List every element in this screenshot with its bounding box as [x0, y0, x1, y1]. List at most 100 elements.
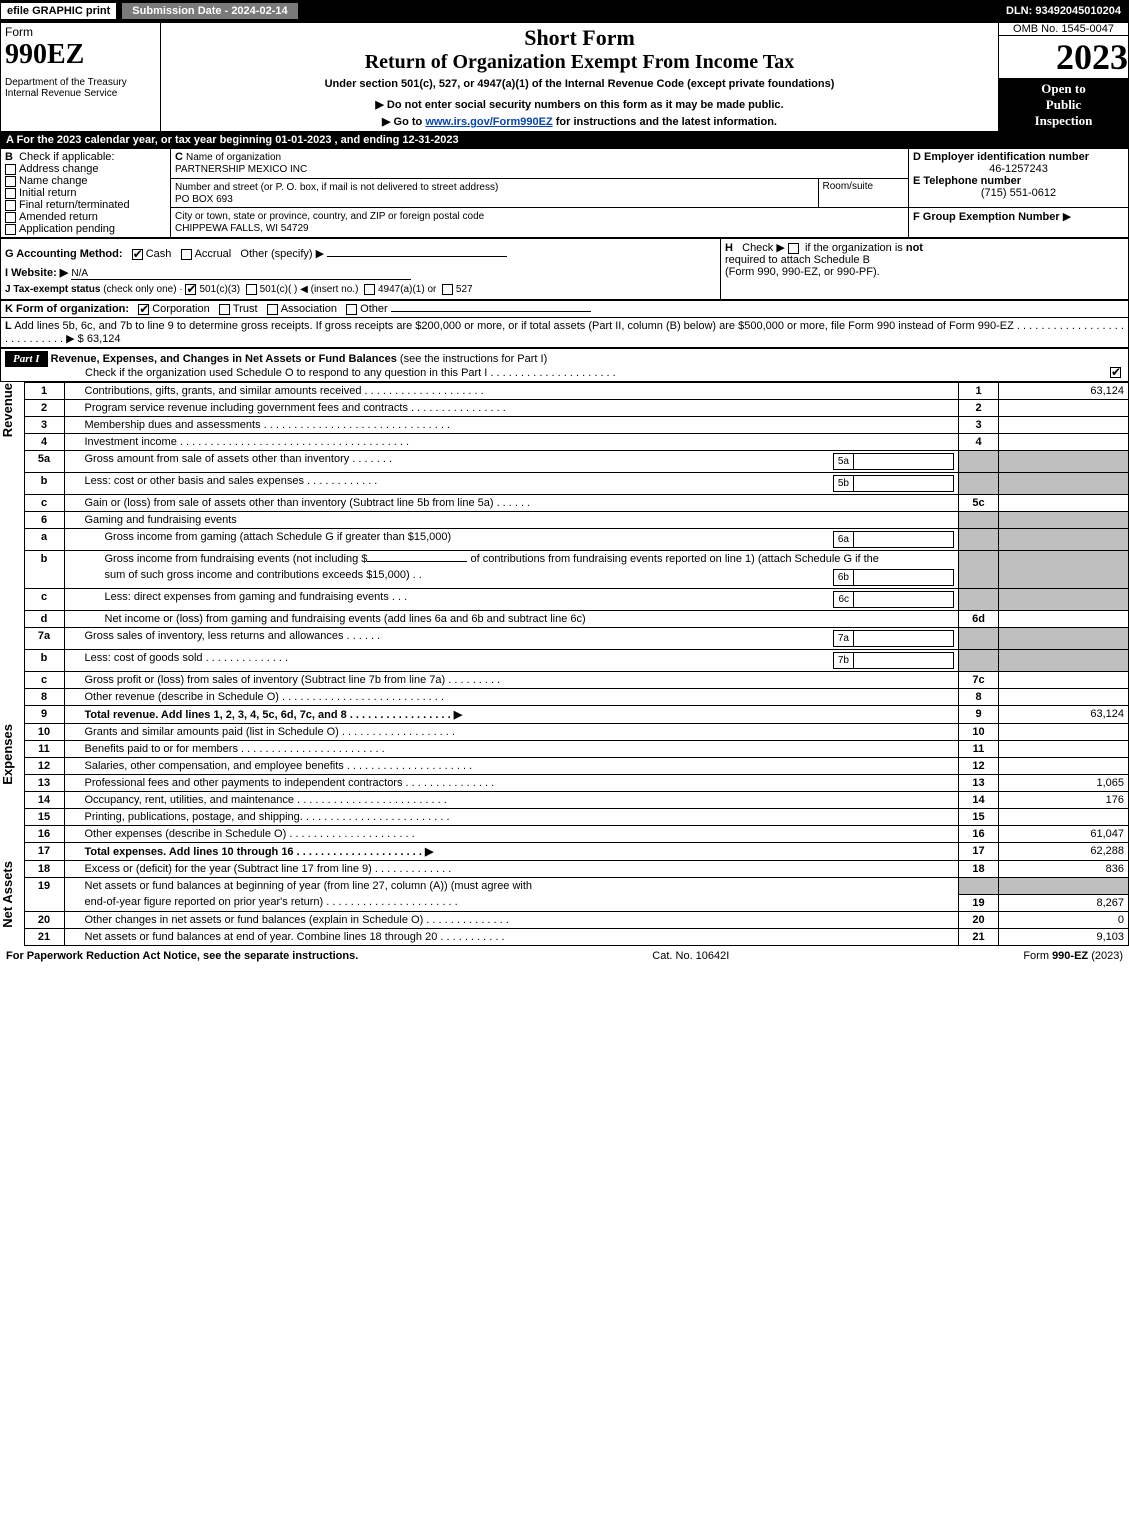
cb-k-other[interactable]: [346, 304, 357, 315]
part1-dots: . . . . . . . . . . . . . . . . . . . . …: [490, 367, 615, 379]
l14-num: 14: [24, 792, 64, 809]
i-label: I Website: ▶: [5, 267, 68, 279]
l12-num: 12: [24, 758, 64, 775]
l11-desc: Benefits paid to or for members . . . . …: [64, 741, 959, 758]
pra-notice: For Paperwork Reduction Act Notice, see …: [6, 950, 358, 962]
lbl-amended: Amended return: [19, 211, 98, 223]
l5a-num: 5a: [24, 451, 64, 473]
return-title: Return of Organization Exempt From Incom…: [165, 51, 994, 74]
l16-amt: 61,047: [999, 826, 1129, 843]
open-to-public: Open to Public Inspection: [999, 79, 1129, 132]
k-l-block: K Form of organization: Corporation Trus…: [0, 300, 1129, 348]
line-5c: cGain or (loss) from sale of assets othe…: [0, 495, 1129, 512]
f-year: (2023): [1088, 950, 1123, 962]
cb-trust[interactable]: [219, 304, 230, 315]
footer: For Paperwork Reduction Act Notice, see …: [0, 946, 1129, 966]
e-label: E Telephone number: [913, 175, 1021, 187]
cb-cash[interactable]: [132, 249, 143, 260]
line-12: 12Salaries, other compensation, and empl…: [0, 758, 1129, 775]
other-specify-line[interactable]: [327, 256, 507, 257]
city-value: CHIPPEWA FALLS, WI 54729: [175, 223, 309, 234]
l1-num: 1: [24, 383, 64, 400]
l7c-amt: [999, 672, 1129, 689]
l-text: Add lines 5b, 6c, and 7b to line 9 to de…: [14, 320, 1014, 332]
l15-rn: 15: [959, 809, 999, 826]
l18-rn: 18: [959, 861, 999, 878]
efile-print-label[interactable]: efile GRAPHIC print: [0, 2, 117, 20]
k-other-line[interactable]: [391, 311, 591, 312]
line-5b: bLess: cost or other basis and sales exp…: [0, 473, 1129, 495]
dept-treasury: Department of the Treasury: [5, 77, 156, 88]
l6-rn-shaded: [959, 512, 999, 529]
l-amount: $ 63,124: [78, 333, 121, 345]
cb-501c[interactable]: [246, 284, 257, 295]
g-h-block: G Accounting Method: Cash Accrual Other …: [0, 238, 1129, 300]
h-letter: H: [725, 242, 733, 254]
cb-527[interactable]: [442, 284, 453, 295]
l6c-desc: Less: direct expenses from gaming and fu…: [64, 589, 959, 611]
cb-schedule-o[interactable]: [1110, 367, 1121, 378]
lbl-corp: Corporation: [152, 303, 209, 315]
c-name-label: Name of organization: [186, 152, 281, 163]
l7b-num: b: [24, 650, 64, 672]
l10-desc: Grants and similar amounts paid (list in…: [64, 724, 959, 741]
cb-initial-return[interactable]: [5, 188, 16, 199]
lbl-name-change: Name change: [19, 175, 88, 187]
l6c-num: c: [24, 589, 64, 611]
l6b-blank[interactable]: [367, 561, 467, 562]
irs-link[interactable]: www.irs.gov/Form990EZ: [425, 116, 552, 128]
line-6d: dNet income or (loss) from gaming and fu…: [0, 611, 1129, 628]
l5b-amt-shaded: [999, 473, 1129, 495]
l9-amt: 63,124: [999, 706, 1129, 724]
l7a-rn-shaded: [959, 628, 999, 650]
l19-rn: 19: [959, 894, 999, 911]
line-17: 17Total expenses. Add lines 10 through 1…: [0, 843, 1129, 861]
open-l1: Open to: [1003, 81, 1124, 97]
l5a-desc: Gross amount from sale of assets other t…: [64, 451, 959, 473]
l4-desc: Investment income . . . . . . . . . . . …: [64, 434, 959, 451]
l6d-desc: Net income or (loss) from gaming and fun…: [64, 611, 959, 628]
line-6a: aGross income from gaming (attach Schedu…: [0, 529, 1129, 551]
l6a-amt-shaded: [999, 529, 1129, 551]
cb-name-change[interactable]: [5, 176, 16, 187]
cb-accrual[interactable]: [181, 249, 192, 260]
line-6b-1: bGross income from fundraising events (n…: [0, 551, 1129, 568]
l6b-rn-shaded: [959, 551, 999, 589]
l12-amt: [999, 758, 1129, 775]
box-c-city: City or town, state or province, country…: [171, 208, 909, 238]
info-block: B Check if applicable: Address change Na…: [0, 148, 1129, 238]
box-d-e: D Employer identification number 46-1257…: [909, 149, 1129, 208]
cb-amended[interactable]: [5, 212, 16, 223]
line-20: 20Other changes in net assets or fund ba…: [0, 911, 1129, 928]
cb-address-change[interactable]: [5, 164, 16, 175]
line-5a: 5aGross amount from sale of assets other…: [0, 451, 1129, 473]
cb-assoc[interactable]: [267, 304, 278, 315]
line-19a: 19Net assets or fund balances at beginni…: [0, 878, 1129, 895]
g-label: G Accounting Method:: [5, 248, 123, 260]
l1-rn: 1: [959, 383, 999, 400]
l5a-rn-shaded: [959, 451, 999, 473]
dln-label: DLN: 93492045010204: [998, 3, 1129, 19]
under-section: Under section 501(c), 527, or 4947(a)(1)…: [165, 78, 994, 90]
l7c-rn: 7c: [959, 672, 999, 689]
l12-rn: 12: [959, 758, 999, 775]
l14-rn: 14: [959, 792, 999, 809]
l6a-d: Gross income from gaming (attach Schedul…: [105, 531, 452, 543]
cb-corp[interactable]: [138, 304, 149, 315]
l12-desc: Salaries, other compensation, and employ…: [64, 758, 959, 775]
cb-application-pending[interactable]: [5, 224, 16, 235]
l18-desc: Excess or (deficit) for the year (Subtra…: [64, 861, 959, 878]
street-label: Number and street (or P. O. box, if mail…: [175, 182, 498, 193]
l3-amt: [999, 417, 1129, 434]
top-bar: efile GRAPHIC print Submission Date - 20…: [0, 0, 1129, 22]
l21-num: 21: [24, 928, 64, 945]
box-c-name: C Name of organization PARTNERSHIP MEXIC…: [171, 149, 909, 179]
cb-h-not-required[interactable]: [788, 243, 799, 254]
cb-501c3[interactable]: [185, 284, 196, 295]
cb-4947[interactable]: [364, 284, 375, 295]
l7b-d: Less: cost of goods sold . . . . . . . .…: [85, 652, 289, 664]
lbl-501c3: 501(c)(3): [199, 284, 240, 295]
cb-final-return[interactable]: [5, 200, 16, 211]
d-label: D Employer identification number: [913, 151, 1089, 163]
l6c-box: 6c: [834, 592, 854, 608]
